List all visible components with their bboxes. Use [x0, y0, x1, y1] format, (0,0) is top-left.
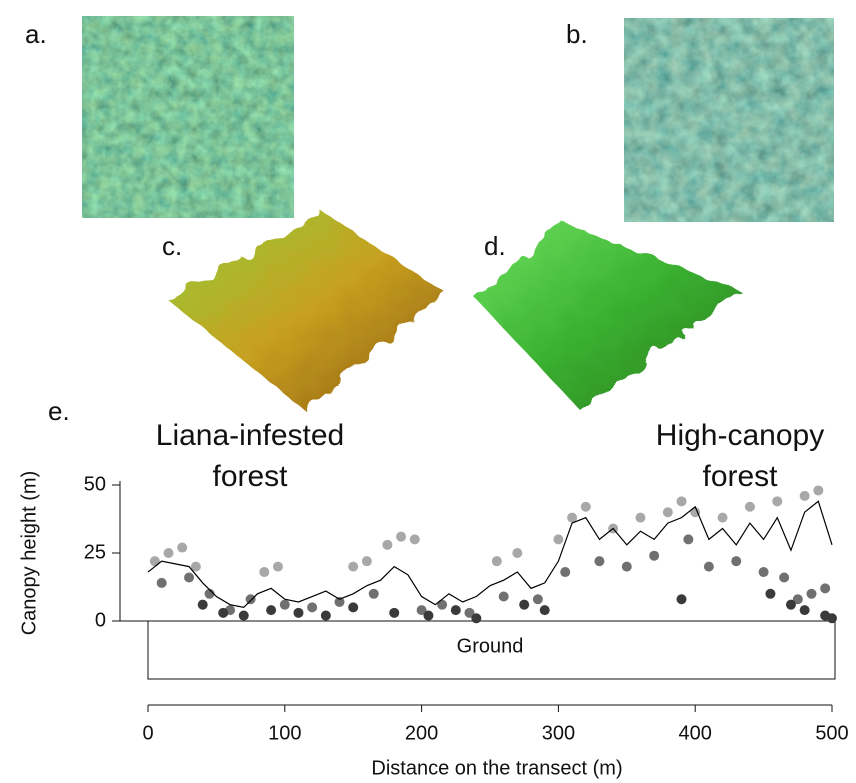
point: [703, 561, 714, 572]
point: [827, 613, 837, 624]
point: [649, 550, 660, 561]
point: [368, 588, 379, 599]
point: [348, 561, 359, 572]
point: [799, 490, 810, 501]
point: [238, 610, 249, 621]
point: [676, 594, 687, 605]
point: [348, 602, 359, 613]
point: [450, 605, 461, 616]
point: [382, 539, 393, 550]
y-tick-label: 25: [84, 541, 106, 563]
point: [149, 556, 160, 567]
point: [307, 602, 318, 613]
point: [190, 561, 201, 572]
point: [334, 596, 345, 607]
point: [662, 507, 673, 518]
chart: Liana-infested forest High-canopy forest 0 25…: [18, 419, 848, 779]
x-tick-label: 400: [679, 722, 712, 744]
x-tick-label: 300: [542, 722, 575, 744]
point: [389, 607, 400, 618]
point: [820, 583, 831, 594]
point: [409, 534, 420, 545]
point: [621, 561, 632, 572]
x-axis-title: Distance on the transect (m): [371, 757, 622, 779]
point: [779, 572, 790, 583]
point: [245, 594, 256, 605]
point: [813, 485, 824, 496]
point: [532, 594, 543, 605]
point: [676, 496, 687, 507]
annotation: Liana-infested: [156, 419, 344, 452]
surface-d: [475, 222, 742, 410]
annotation: High-canopy: [656, 419, 824, 452]
point: [293, 607, 304, 618]
point: [731, 556, 742, 567]
point: [491, 556, 502, 567]
point: [156, 577, 167, 588]
point: [512, 548, 523, 558]
photo-a: [82, 16, 294, 218]
point: [594, 556, 605, 567]
x-tick-label: 500: [815, 722, 848, 744]
y-axis-title: Canopy height (m): [18, 471, 40, 636]
annotation: forest: [212, 460, 288, 493]
line: [147, 500, 833, 609]
point: [806, 588, 817, 599]
point: [218, 607, 229, 618]
point: [437, 599, 448, 610]
photo-panels: [82, 16, 834, 410]
point: [320, 610, 331, 621]
panel-label: c.: [162, 231, 182, 261]
point: [396, 531, 407, 542]
point: [266, 605, 277, 616]
point: [765, 588, 776, 599]
point: [785, 599, 796, 610]
annotation: forest: [702, 460, 778, 493]
photo-b: [624, 18, 834, 222]
x-tick-label: 0: [142, 722, 153, 744]
ground-label: Ground: [457, 635, 524, 657]
point: [259, 567, 270, 578]
panel-label: d.: [484, 231, 506, 261]
point: [635, 512, 646, 523]
point: [567, 512, 578, 523]
point: [792, 594, 803, 605]
point: [197, 599, 208, 610]
point: [683, 534, 694, 545]
ground: [147, 620, 836, 680]
point: [744, 501, 755, 512]
panel-label: a.: [25, 19, 47, 49]
point: [464, 607, 475, 618]
point: [690, 507, 701, 518]
point: [799, 605, 810, 616]
y-tick-label: 0: [95, 609, 106, 631]
point: [279, 599, 290, 610]
point: [471, 613, 482, 624]
x-tick-label: 200: [405, 722, 438, 744]
point: [519, 599, 530, 610]
point: [498, 591, 509, 602]
point: [717, 512, 728, 523]
point: [163, 548, 174, 558]
point: [539, 605, 550, 616]
point: [580, 501, 591, 512]
point: [204, 588, 215, 599]
point: [184, 572, 195, 583]
x-tick-label: 100: [268, 722, 301, 744]
point: [272, 561, 283, 572]
point: [758, 567, 769, 578]
point: [553, 534, 564, 545]
point: [177, 542, 188, 553]
point: [560, 567, 571, 578]
panel-label: b.: [566, 19, 588, 49]
y-tick-label: 50: [84, 473, 106, 495]
panel-label: e.: [48, 396, 70, 426]
point: [772, 496, 783, 507]
surface-c: [168, 212, 445, 410]
point: [423, 610, 434, 621]
point: [361, 556, 372, 567]
point: [416, 605, 427, 616]
